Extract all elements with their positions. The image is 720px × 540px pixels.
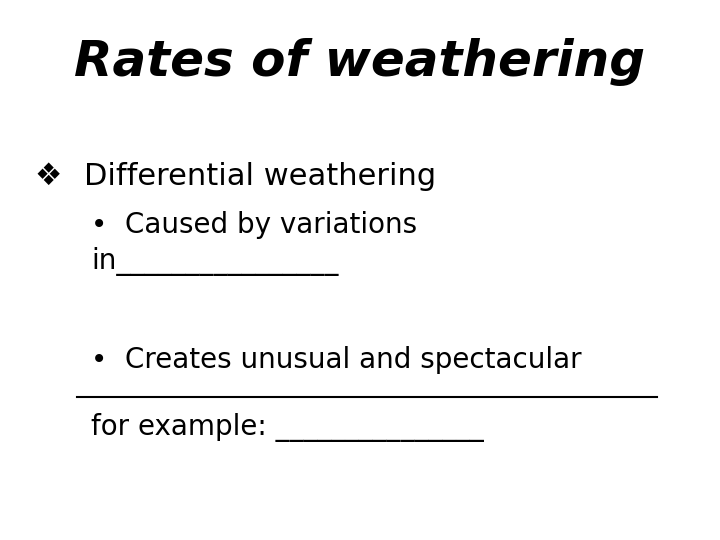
Text: Rates of weathering: Rates of weathering — [74, 38, 646, 86]
Text: for example: _______________: for example: _______________ — [91, 413, 484, 442]
Text: ❖: ❖ — [35, 162, 62, 191]
Text: •  Creates unusual and spectacular: • Creates unusual and spectacular — [91, 346, 582, 374]
Text: •  Caused by variations
in________________: • Caused by variations in_______________… — [91, 211, 418, 276]
Text: Differential weathering: Differential weathering — [84, 162, 436, 191]
